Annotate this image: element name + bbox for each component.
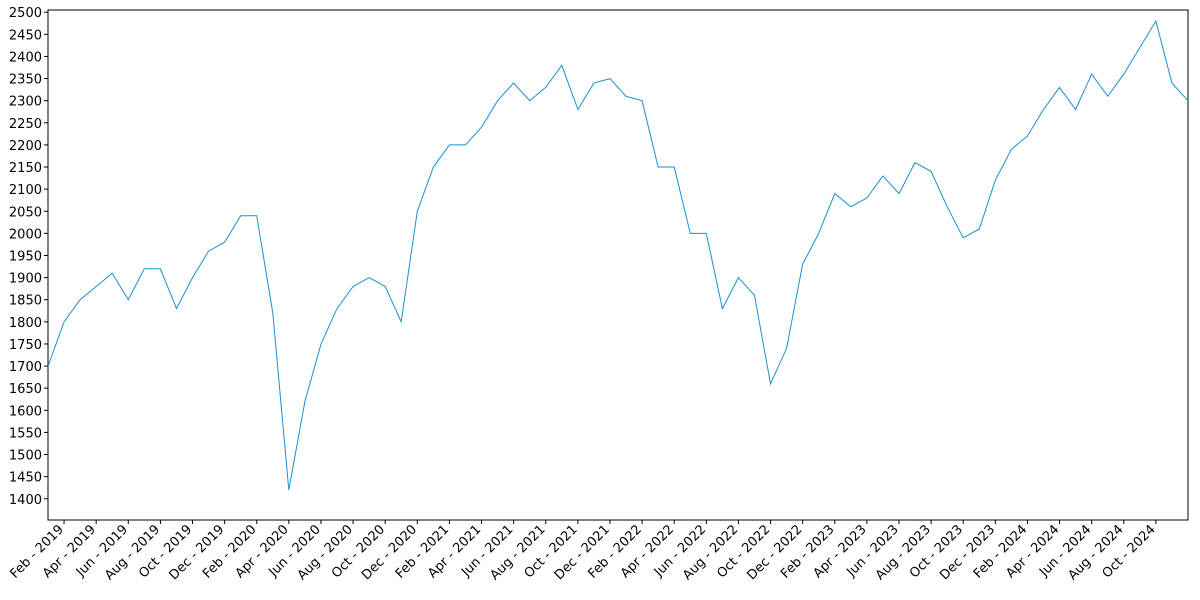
y-tick-label: 2050 [9,205,42,220]
y-tick-label: 1750 [9,338,42,353]
y-tick-label: 1600 [9,404,42,419]
y-tick-label: 2300 [9,95,42,110]
y-tick-label: 2200 [9,139,42,154]
y-tick-label: 1950 [9,249,42,264]
y-tick-label: 1500 [9,449,42,464]
y-tick-label: 1800 [9,316,42,331]
y-tick-label: 1850 [9,294,42,309]
y-tick-label: 1400 [9,493,42,508]
y-tick-label: 1700 [9,360,42,375]
plot-frame [47,9,1189,521]
y-tick-label: 2100 [9,183,42,198]
y-tick-label: 2500 [9,6,42,21]
y-tick-label: 2450 [9,28,42,43]
y-tick-label: 1450 [9,471,42,486]
y-tick-label: 2250 [9,117,42,132]
y-tick-label: 1650 [9,382,42,397]
y-tick-label: 2000 [9,227,42,242]
data-line [47,19,1189,490]
y-tick-label: 1900 [9,272,42,287]
y-tick-label: 2150 [9,161,42,176]
y-tick-label: 1550 [9,426,42,441]
y-tick-label: 2350 [9,73,42,88]
y-tick-label: 2400 [9,50,42,65]
